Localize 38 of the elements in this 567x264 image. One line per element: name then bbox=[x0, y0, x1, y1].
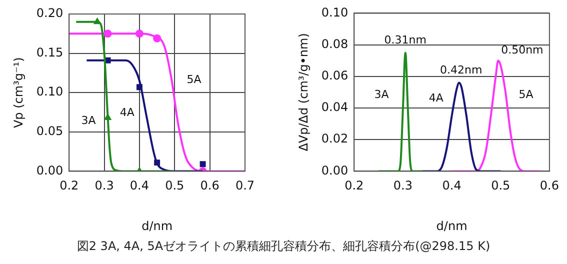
line-series bbox=[421, 82, 502, 172]
series-label: 3A bbox=[81, 114, 96, 127]
series-label: 4A bbox=[120, 106, 135, 119]
y-tick-label: 0.20 bbox=[36, 6, 64, 20]
y-tick-label: 0.10 bbox=[321, 5, 348, 20]
caption: 図2 3A, 4A, 5Aゼオライトの累積細孔容積分布、細孔容積分布(@298.15 K) bbox=[76, 238, 492, 255]
y-tick-label: 0.00 bbox=[36, 163, 64, 178]
x-tick-label: 0.6 bbox=[200, 178, 220, 193]
annotation: 0.31nm bbox=[384, 34, 426, 47]
x-tick-label: 0.7 bbox=[235, 178, 255, 193]
series-label: 5A bbox=[518, 88, 534, 102]
series-label: 4A bbox=[428, 91, 444, 104]
x-tick-label: 0.4 bbox=[442, 178, 462, 193]
annotation: 0.50nm bbox=[501, 43, 544, 56]
x-tick-label: 0.3 bbox=[393, 178, 412, 193]
y-axis-title: Vp (cm³g⁻¹) bbox=[11, 57, 26, 128]
x-tick-label: 0.4 bbox=[130, 178, 150, 193]
y-tick-label: 0.02 bbox=[321, 132, 348, 146]
series-label: 5A bbox=[186, 72, 202, 86]
point bbox=[200, 161, 206, 168]
y-tick-label: 0.05 bbox=[36, 124, 64, 138]
x-axis-title: d/nm bbox=[142, 218, 173, 233]
annotation: 0.42nm bbox=[440, 64, 482, 77]
y-tick-label: 0.00 bbox=[321, 163, 348, 178]
x-tick-label: 0.2 bbox=[60, 178, 79, 193]
x-tick-label: 0.2 bbox=[344, 178, 364, 193]
y-tick-label: 0.08 bbox=[321, 36, 348, 51]
x-tick-label: 0.3 bbox=[94, 178, 114, 193]
y-tick-label: 0.06 bbox=[321, 68, 348, 83]
x-tick-label: 0.5 bbox=[491, 178, 510, 193]
series-label: 3A bbox=[374, 88, 390, 102]
x-tick-label: 0.6 bbox=[540, 178, 560, 193]
y-tick-label: 0.10 bbox=[36, 84, 64, 99]
y-axis-title: ΔVp/Δd (cm³/g•nm) bbox=[296, 33, 310, 152]
x-axis-title: d/nm bbox=[436, 218, 468, 233]
y-tick-label: 0.04 bbox=[321, 100, 348, 114]
y-tick-label: 0.15 bbox=[36, 45, 64, 60]
x-tick-label: 0.5 bbox=[165, 178, 184, 193]
